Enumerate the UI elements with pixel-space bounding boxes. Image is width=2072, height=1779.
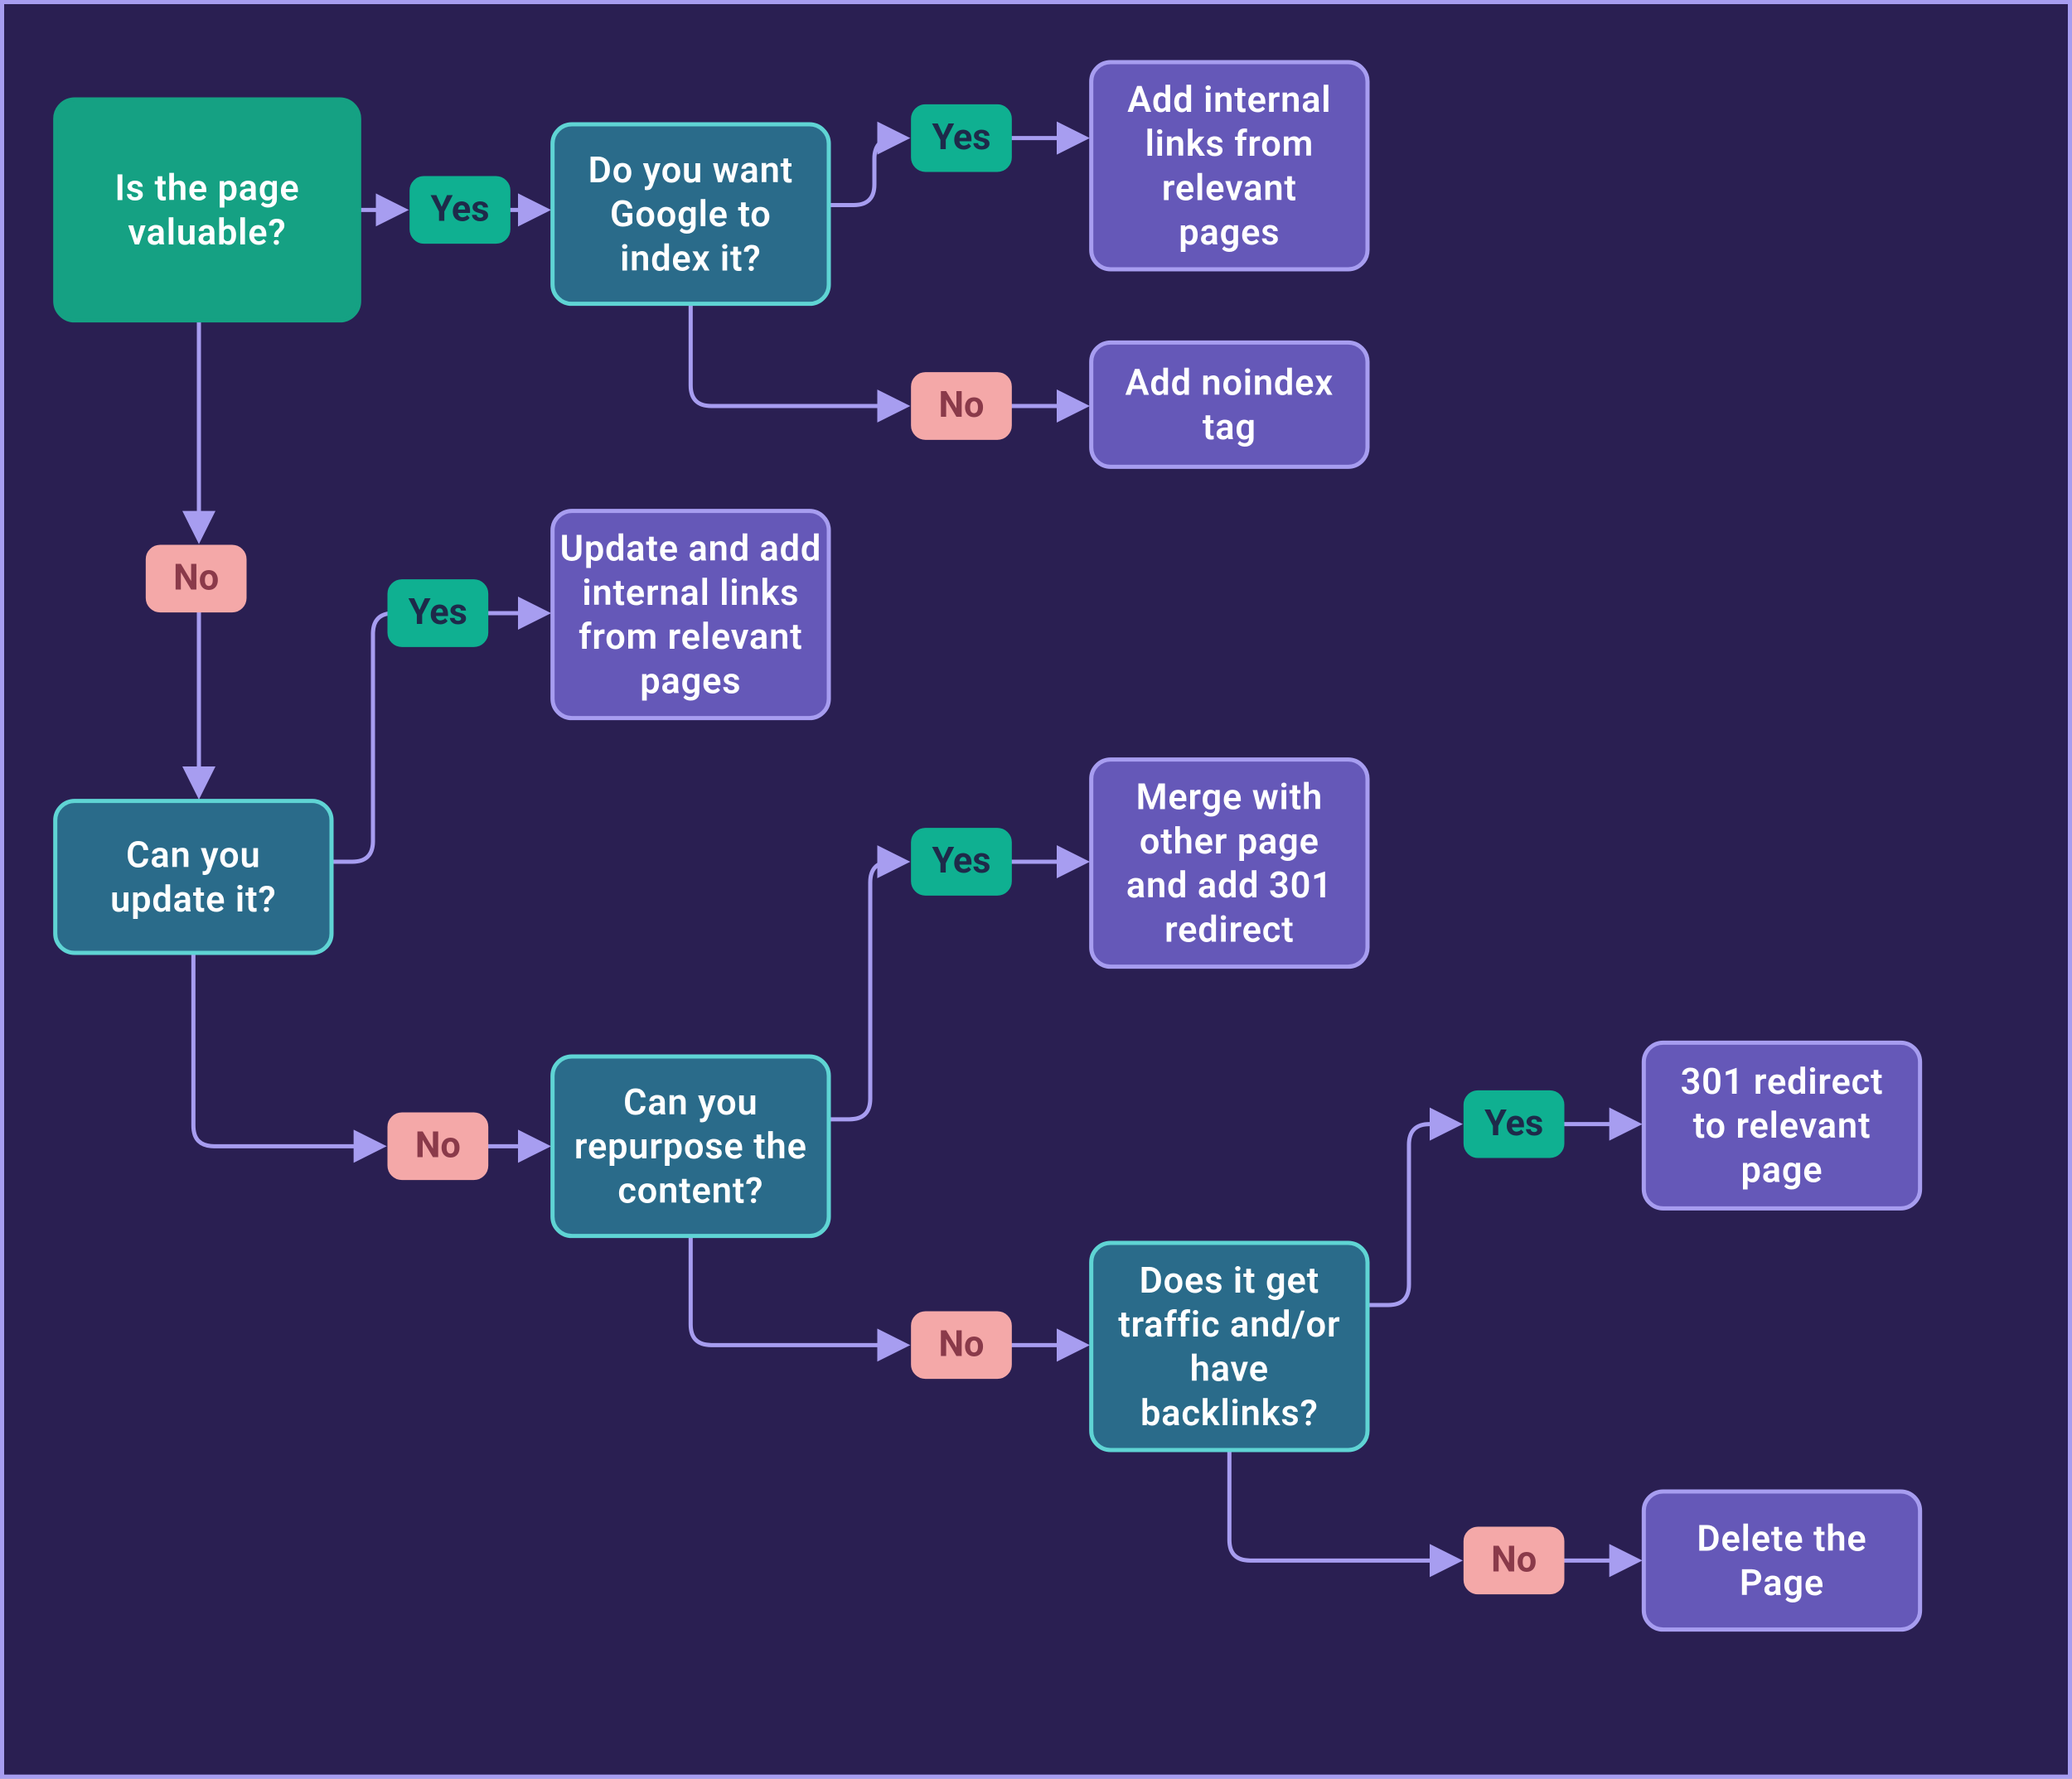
node-q-index: Do you wantGoogle toindex it?	[553, 124, 829, 304]
node-text: Is the page	[114, 167, 299, 209]
node-text: internal links	[582, 572, 799, 614]
node-o-noindex: Add noindextag	[1092, 342, 1368, 467]
node-text: Add noindex	[1126, 361, 1334, 404]
node-o-delete: Delete thePage	[1644, 1491, 1920, 1630]
label-no: No	[912, 1312, 1011, 1378]
node-text: traffic and/or	[1118, 1303, 1340, 1346]
node-text: and add 301	[1126, 864, 1333, 906]
label-text: No	[938, 384, 984, 426]
label-text: Yes	[1484, 1102, 1543, 1144]
label-text: No	[173, 556, 219, 598]
label-yes: Yes	[1464, 1091, 1564, 1158]
node-text: Can you	[126, 834, 260, 876]
node-text: redirect	[1164, 908, 1294, 950]
node-text: pages	[1179, 211, 1280, 254]
node-text: pages	[640, 660, 741, 702]
node-text: content?	[617, 1169, 763, 1211]
label-no: No	[1464, 1527, 1564, 1593]
node-text: have	[1190, 1347, 1269, 1390]
node-text: Merge with	[1136, 776, 1323, 818]
node-q-traffic: Does it gettraffic and/orhavebacklinks?	[1092, 1243, 1368, 1450]
node-text: valuable?	[128, 211, 286, 254]
label-yes: Yes	[912, 829, 1011, 895]
label-text: Yes	[932, 839, 990, 882]
node-text: Update and add	[560, 527, 822, 569]
node-text: page	[1741, 1148, 1823, 1191]
node-o-links: Add internallinks fromrelevantpages	[1092, 62, 1368, 269]
node-text: links from	[1145, 123, 1314, 165]
node-text: Google to	[610, 193, 772, 235]
label-text: No	[938, 1322, 984, 1365]
label-text: Yes	[409, 591, 467, 633]
label-text: No	[1491, 1538, 1537, 1580]
node-text: Does it get	[1140, 1259, 1319, 1302]
node-text: other page	[1140, 820, 1319, 863]
node-text: Page	[1740, 1562, 1824, 1604]
node-o-merge: Merge withother pageand add 301redirect	[1092, 760, 1368, 967]
node-text: from relevant	[579, 616, 802, 658]
node-text: Can you	[623, 1081, 758, 1124]
node-text: Add internal	[1127, 79, 1331, 121]
node-text: backlinks?	[1140, 1392, 1319, 1434]
node-text: 301 redirect	[1681, 1061, 1884, 1103]
node-text: relevant	[1162, 167, 1297, 209]
label-yes: Yes	[388, 580, 487, 646]
node-o-redirect: 301 redirectto relevantpage	[1644, 1042, 1920, 1208]
flowchart-canvas: Is the pagevaluable? Do you wantGoogle to…	[0, 0, 2072, 1779]
node-text: repurpose the	[574, 1125, 807, 1167]
node-text: tag	[1203, 406, 1256, 448]
node-text: to relevant	[1693, 1105, 1871, 1147]
label-yes: Yes	[912, 105, 1011, 172]
node-text: Do you want	[588, 149, 793, 191]
label-text: Yes	[932, 116, 990, 158]
label-no: No	[912, 373, 1011, 439]
node-text: update it?	[110, 878, 276, 921]
label-no: No	[147, 545, 246, 612]
label-no: No	[388, 1113, 487, 1179]
node-text: index it?	[620, 237, 762, 279]
node-o-update: Update and addinternal linksfrom relevan…	[553, 511, 829, 718]
node-q-repurpose: Can yourepurpose thecontent?	[553, 1056, 829, 1236]
label-yes: Yes	[410, 176, 510, 243]
node-text: Delete the	[1697, 1517, 1866, 1559]
node-start: Is the pagevaluable?	[56, 99, 360, 321]
label-text: Yes	[430, 187, 489, 230]
node-q-update: Can youupdate it?	[56, 801, 332, 953]
label-text: No	[415, 1124, 461, 1166]
